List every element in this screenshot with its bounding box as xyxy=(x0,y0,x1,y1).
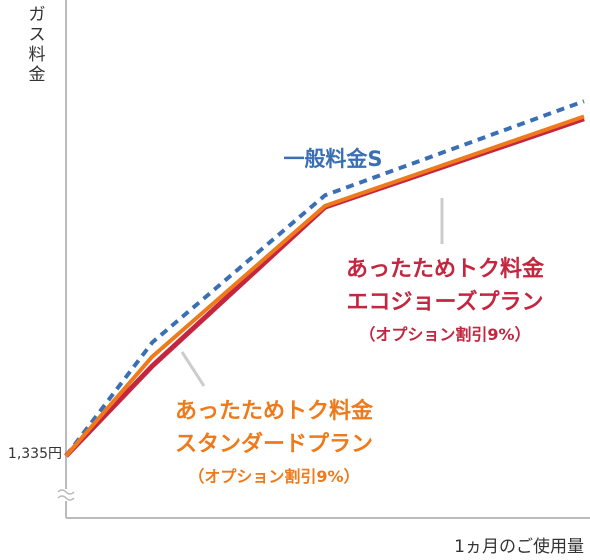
y-axis-label-char-3: 料 xyxy=(29,45,46,65)
y-tick-label: 1,335円 xyxy=(8,446,62,462)
series-line-general xyxy=(64,99,585,458)
y-axis-label-char-1: ガ xyxy=(29,5,46,25)
label-general: 一般料金S xyxy=(283,147,382,171)
label-standard-line1: あったためトク料金 xyxy=(175,398,374,424)
series-line-standard xyxy=(64,114,585,458)
y-axis-label-char-4: 金 xyxy=(29,65,46,85)
label-eco-line1: あったためトク料金 xyxy=(346,256,545,282)
standard-label-leader xyxy=(180,351,206,387)
label-eco-line3: （オプション割引9%） xyxy=(359,325,530,344)
label-standard-line3: （オプション割引9%） xyxy=(188,467,359,486)
axis-break-gap xyxy=(58,489,74,501)
axis-break-mark-top xyxy=(57,489,75,495)
x-axis-label: 1ヵ月のご使用量 xyxy=(454,536,584,557)
label-standard-line2: スタンダードプラン xyxy=(175,431,373,457)
y-axis-label-char-2: ス xyxy=(29,25,46,45)
axis-break-mark-bottom xyxy=(57,495,75,501)
label-eco-line2: エコジョーズプラン xyxy=(347,289,544,315)
